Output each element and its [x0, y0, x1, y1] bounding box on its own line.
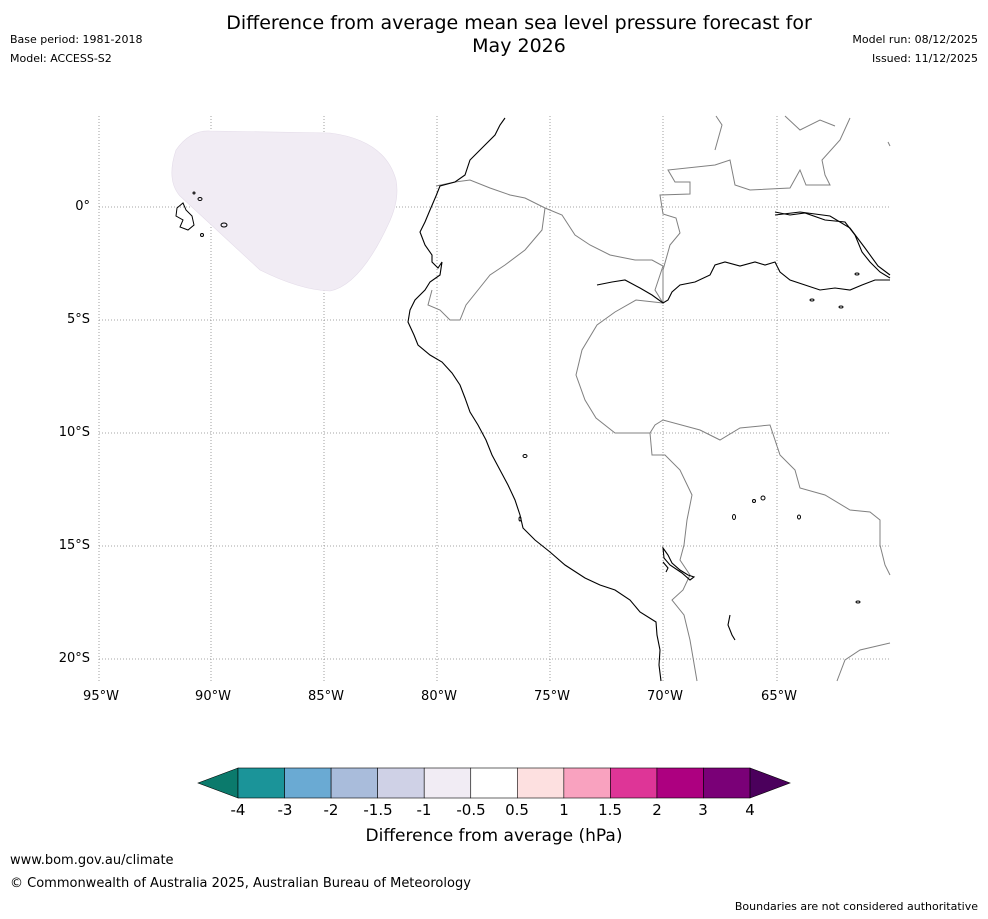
lat-label-5s: 5°S	[66, 312, 90, 327]
coastline	[407, 117, 891, 682]
cb-tick-minus4: -4	[230, 801, 246, 819]
lon-label-75w: 75°W	[534, 689, 570, 704]
cb-tick-minus0-5: -0.5	[456, 801, 486, 819]
lat-label-20s: 20°S	[58, 651, 90, 666]
colorbar-extend-high	[749, 767, 791, 799]
lon-label-95w: 95°W	[83, 689, 119, 704]
colorbar-segment	[563, 767, 611, 799]
colorbar-segment	[237, 767, 285, 799]
colorbar-segment	[703, 767, 751, 799]
lon-label-70w: 70°W	[647, 689, 683, 704]
country-boundaries	[427, 115, 891, 682]
colorbar-segment	[516, 767, 565, 799]
galapagos-islands	[175, 191, 228, 237]
coastline-pacific	[407, 117, 662, 682]
lon-label-85w: 85°W	[308, 689, 344, 704]
cb-tick-minus2: -2	[323, 801, 339, 819]
lon-label-90w: 90°W	[195, 689, 231, 704]
colorbar-segment	[610, 767, 658, 799]
cb-tick-minus1: -1	[416, 801, 432, 819]
colorbar-segment	[284, 767, 332, 799]
footer-url[interactable]: www.bom.gov.au/climate	[10, 853, 174, 868]
colorbar-extend-low	[197, 767, 239, 799]
lon-label-65w: 65°W	[761, 689, 797, 704]
colorbar-segment	[423, 767, 472, 799]
colorbar-segment	[377, 767, 425, 799]
colorbar-segment	[470, 767, 518, 799]
issued-date: Issued: 11/12/2025	[871, 52, 978, 65]
lat-label-10s: 10°S	[58, 425, 90, 440]
cb-tick-2: 2	[652, 801, 662, 819]
colorbar-label: Difference from average (hPa)	[365, 826, 623, 846]
title-line-2: May 2026	[472, 35, 566, 57]
colorbar	[197, 767, 791, 799]
graticule	[98, 116, 890, 681]
cb-tick-0-5: 0.5	[505, 801, 529, 819]
base-period: Base period: 1981-2018	[10, 33, 143, 46]
amazon-river	[596, 261, 890, 304]
cb-tick-minus3: -3	[277, 801, 293, 819]
lon-label-80w: 80°W	[421, 689, 457, 704]
small-islands	[518, 272, 861, 604]
model-name: Model: ACCESS-S2	[10, 52, 112, 65]
colorbar-segment	[656, 767, 704, 799]
lat-label-15s: 15°S	[58, 538, 90, 553]
cb-tick-1: 1	[559, 801, 569, 819]
colorbar-segment	[330, 767, 378, 799]
cb-tick-3: 3	[698, 801, 708, 819]
anomaly-region	[171, 130, 398, 292]
cb-tick-1-5: 1.5	[598, 801, 622, 819]
lat-label-0: 0°	[75, 199, 90, 214]
title-line-1: Difference from average mean sea level p…	[226, 12, 812, 34]
model-run: Model run: 08/12/2025	[852, 33, 978, 46]
cb-tick-minus1-5: -1.5	[363, 801, 393, 819]
cb-tick-4: 4	[745, 801, 755, 819]
footer-disclaimer: Boundaries are not considered authoritat…	[734, 900, 978, 913]
footer-copyright: © Commonwealth of Australia 2025, Austra…	[10, 876, 471, 891]
map-title: Difference from average mean sea level p…	[0, 12, 988, 58]
